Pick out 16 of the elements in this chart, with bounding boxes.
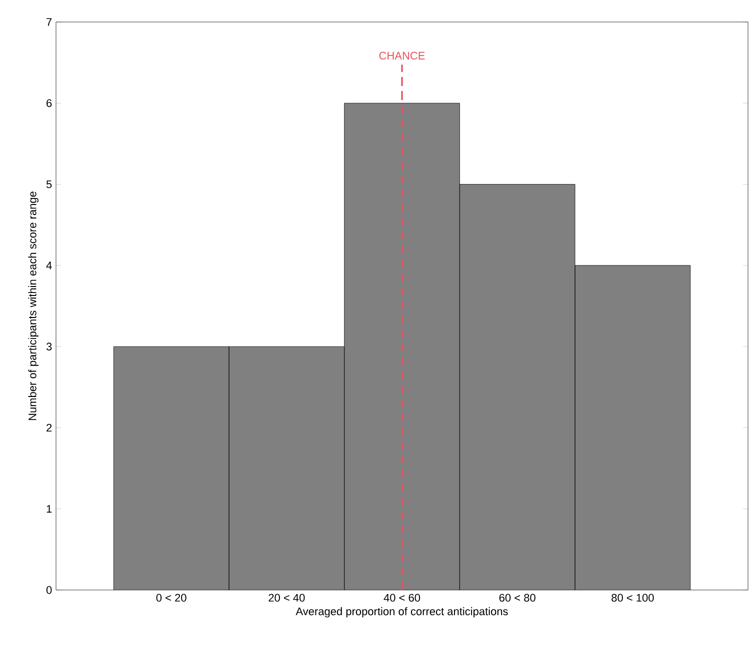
x-tick-label: 80 < 100 [612,594,654,602]
y-tick-label: 3 [46,342,52,350]
y-tick-label: 0 [46,586,52,594]
y-tick-label: 1 [46,505,52,513]
y-tick-label: 6 [46,99,52,108]
x-axis-title: Averaged proportion of correct anticipations [296,607,508,618]
y-tick-label: 5 [46,180,52,188]
x-tick-label: 60 < 80 [499,594,536,602]
y-tick-label: 2 [46,424,52,432]
x-tick-label: 20 < 40 [268,594,305,602]
y-tick-label: 7 [46,18,52,26]
x-tick-label: 0 < 20 [156,594,186,602]
y-axis-title: Number of participants within each score range [28,192,38,420]
ref-line-label: CHANCE [379,52,425,60]
y-tick-label: 4 [46,262,52,270]
x-tick-label: 40 < 60 [384,594,420,602]
